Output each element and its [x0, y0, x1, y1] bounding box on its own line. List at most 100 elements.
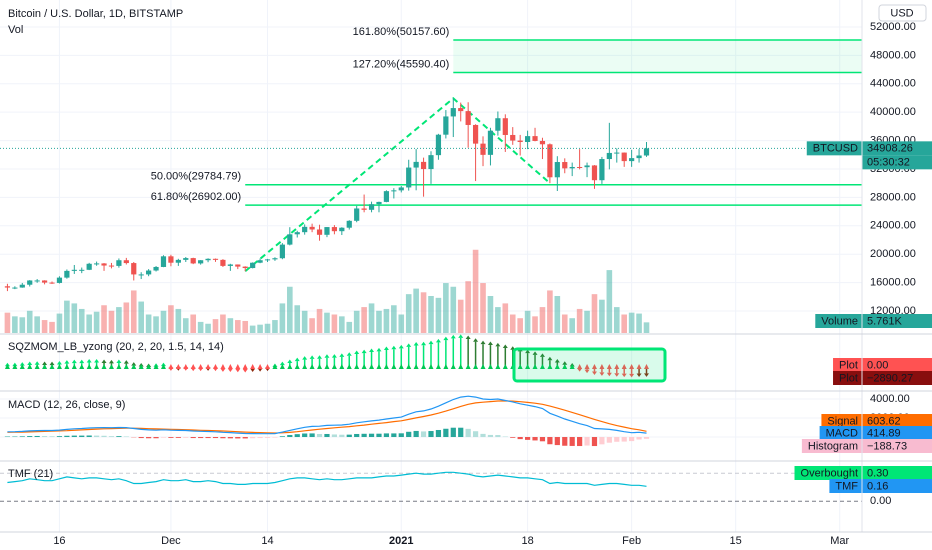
volume-bar: [160, 310, 167, 333]
squeeze-dot: [94, 363, 100, 369]
countdown: 05:30:32: [867, 157, 910, 169]
squeeze-dot: [450, 363, 456, 369]
price-badge-name-box: [819, 426, 862, 440]
currency-button[interactable]: [878, 4, 927, 22]
volume-bar: [331, 314, 338, 333]
volume-bar: [413, 288, 419, 333]
histogram-bar: [339, 434, 345, 438]
currency-label[interactable]: USD: [890, 7, 913, 19]
histogram-bar: [472, 431, 479, 438]
volume-bar: [561, 314, 568, 333]
squeeze-dot: [146, 363, 152, 369]
momentum-arrow: [539, 353, 545, 357]
indicator-title: TMF (21): [8, 468, 53, 480]
momentum-arrow: [27, 361, 33, 365]
momentum-arrow: [287, 359, 293, 363]
candle-body: [517, 140, 523, 143]
momentum-arrow: [443, 336, 449, 341]
candle-body: [420, 161, 427, 170]
indicator-title: MACD (12, 26, close, 9): [8, 399, 125, 411]
momentum-arrow: [56, 361, 62, 365]
candle-body: [428, 155, 434, 170]
momentum-arrow: [599, 372, 605, 376]
candle-body: [643, 148, 650, 156]
price-badge-name: BTCUSD: [813, 143, 858, 155]
candle-body: [525, 136, 531, 143]
price-badge: [862, 479, 932, 493]
volume-bar: [205, 323, 211, 333]
momentum-arrow: [123, 360, 129, 364]
volume-bar: [398, 314, 405, 333]
candle-body: [621, 152, 627, 162]
momentum-arrow: [34, 361, 40, 365]
squeeze-dot: [153, 363, 159, 369]
volume-bar: [123, 302, 130, 333]
candle-body: [591, 165, 598, 181]
candle-body: [361, 208, 367, 210]
price-badge-name-box: [815, 314, 862, 328]
candle-body: [480, 143, 486, 155]
histogram-bar: [41, 436, 48, 438]
histogram-bar: [591, 437, 598, 447]
histogram-bar: [94, 435, 100, 438]
squeeze-dot: [554, 363, 560, 369]
squeeze-dot: [480, 363, 486, 369]
squeeze-dot: [250, 363, 256, 369]
y-tick-label: 16000.00: [870, 276, 916, 288]
squeeze-dot: [302, 363, 308, 369]
squeeze-dot: [606, 363, 612, 369]
candle-body: [606, 152, 612, 160]
momentum-arrow: [71, 359, 77, 364]
y-tick-label: 28000.00: [870, 191, 916, 203]
squeeze-dot: [242, 363, 248, 369]
candle-body: [554, 162, 560, 178]
volume-bar: [249, 325, 256, 333]
fib-label: 161.80%(50157.60): [353, 26, 450, 38]
histogram-bar: [168, 437, 174, 438]
price-badge-value: 0.16: [867, 480, 888, 492]
price-badge-name: Volume: [821, 315, 858, 327]
candle-body: [376, 201, 382, 205]
squeeze-dot: [138, 363, 144, 369]
candle-body: [472, 124, 479, 144]
volume-bar: [584, 310, 590, 333]
y-tick-label: 0.00: [870, 495, 891, 507]
volume-bar: [220, 314, 226, 333]
y-tick-label: 24000.00: [870, 220, 916, 232]
momentum-arrow: [421, 341, 427, 346]
y-tick-label: 40000.00: [870, 106, 916, 118]
volume-bar: [391, 305, 397, 333]
momentum-arrow: [591, 371, 597, 375]
squeeze-dot: [443, 363, 449, 369]
volume-bar: [368, 303, 375, 333]
candle-body: [584, 165, 590, 168]
squeeze-dot: [79, 363, 85, 369]
price-badge: [862, 426, 932, 440]
x-tick-label: 15: [730, 535, 742, 547]
histogram-bar: [146, 437, 152, 439]
candle-body: [443, 116, 449, 135]
price-badge: [862, 358, 932, 372]
x-tick-label: 14: [261, 535, 273, 547]
candle-body: [190, 258, 196, 264]
volume-bar: [376, 310, 382, 333]
momentum-arrow: [354, 350, 360, 355]
squeeze-dot: [413, 363, 419, 369]
volume-bar: [130, 290, 137, 333]
price-badge-name-box: [821, 414, 862, 428]
volume-bar: [628, 312, 635, 333]
candle-body: [413, 161, 419, 168]
squeeze-dot: [539, 363, 545, 369]
momentum-arrow: [525, 349, 531, 354]
histogram-bar: [242, 437, 248, 439]
histogram-bar: [79, 435, 85, 438]
candle-body: [146, 270, 152, 275]
candle-body: [198, 260, 204, 264]
squeeze-dot: [309, 363, 315, 369]
candle-body: [391, 190, 397, 192]
squeeze-dot: [213, 363, 218, 369]
candle-body: [49, 282, 55, 284]
candle-body: [71, 269, 77, 271]
momentum-arrow: [458, 334, 464, 338]
